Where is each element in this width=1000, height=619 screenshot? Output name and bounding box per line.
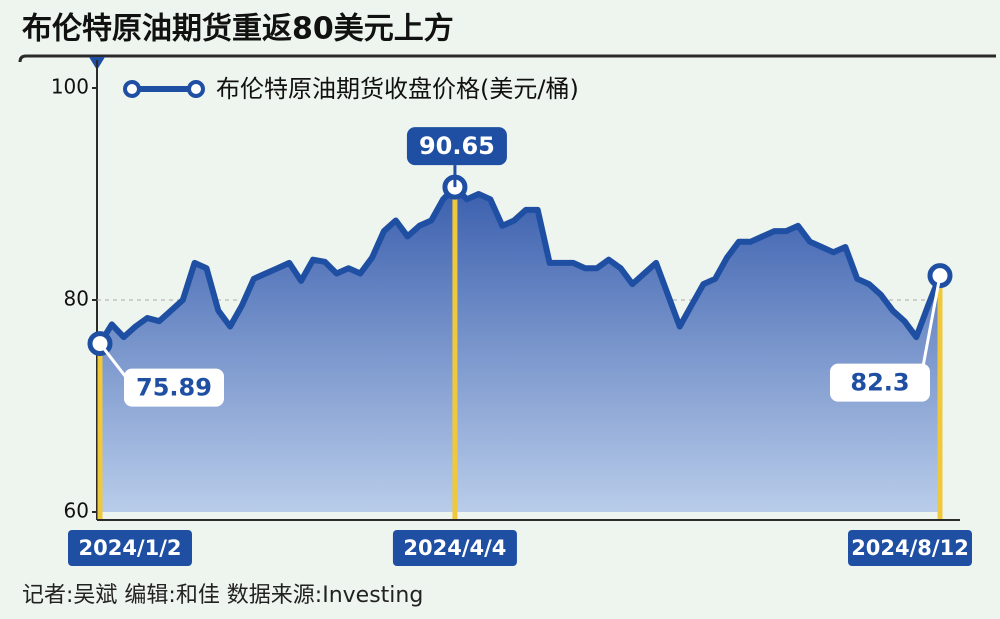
x-tick-label: 2024/1/2 [78,536,181,560]
x-label-box [68,530,192,566]
footer: 记者:吴斌 编辑:和佳 数据来源:Investing [22,583,423,608]
x-label-box [392,530,517,566]
legend-label: 布伦特原油期货收盘价格(美元/桶) [216,75,579,103]
y-tick-label: 80 [64,287,89,311]
x-label-box [848,530,972,566]
legend-marker [187,80,205,98]
header-rule [18,54,996,63]
x-tick-label: 2024/4/4 [403,536,506,560]
value-label: 82.3 [850,369,909,397]
chart-title: 布伦特原油期货重返80美元上方 [22,12,454,47]
value-label-box [406,127,507,166]
value-label-box [830,363,930,402]
x-tick-label: 2024/8/12 [851,536,969,560]
y-tick-label: 100 [51,75,89,99]
value-label: 90.65 [419,132,495,160]
value-label: 75.89 [136,374,212,402]
y-tick-label: 60 [64,499,89,523]
line [97,184,943,346]
legend-marker [123,80,141,98]
value-label-box [124,368,224,407]
